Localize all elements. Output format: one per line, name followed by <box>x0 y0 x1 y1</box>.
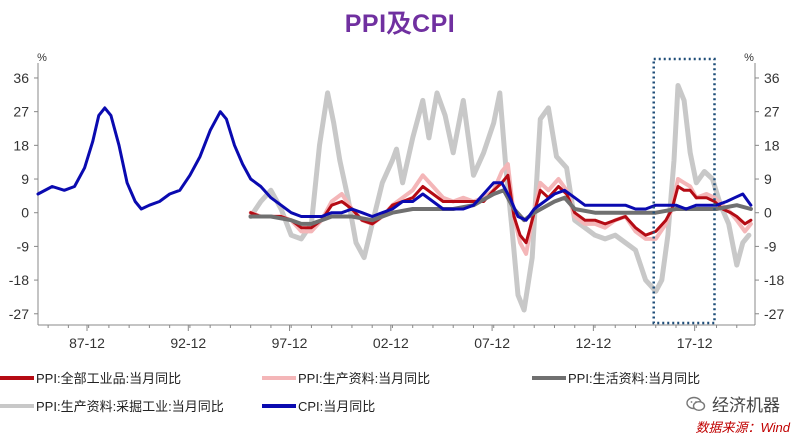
legend-swatch <box>532 375 566 380</box>
x-tick-label: 02-12 <box>373 335 409 351</box>
series-line <box>248 162 753 256</box>
y-tick-label-left: 18 <box>13 137 29 153</box>
chart-title: PPI及CPI <box>344 10 456 38</box>
legend-label: PPI:生产资料:当月同比 <box>298 371 431 386</box>
x-tick-label: 07-12 <box>474 335 510 351</box>
legend-item-cpi: CPI:当月同比 <box>262 396 375 415</box>
legend-swatch <box>262 403 296 408</box>
legend-item-ppi-consumer: PPI:生活资料:当月同比 <box>532 368 700 387</box>
series-line <box>36 106 753 222</box>
y-tick-label-left: -27 <box>9 306 29 322</box>
watermark-text: 经济机器 <box>712 396 780 415</box>
y-unit-left: % <box>37 52 47 64</box>
y-tick-label-left: -9 <box>17 238 30 254</box>
y-tick-label-right: 9 <box>764 171 772 187</box>
x-tick-label: 87-12 <box>69 335 105 351</box>
legend-label: PPI:生活资料:当月同比 <box>568 371 701 386</box>
legend-label: PPI:生产资料:采掘工业:当月同比 <box>36 399 224 414</box>
y-tick-label-left: 0 <box>21 205 29 221</box>
wechat-icon <box>686 396 706 411</box>
legend-swatch <box>0 375 34 380</box>
y-tick-label-right: 36 <box>764 70 780 86</box>
legend-item-ppi-mining: PPI:生产资料:采掘工业:当月同比 <box>0 396 224 415</box>
x-tick-label: 92-12 <box>170 335 206 351</box>
y-tick-label-left: 9 <box>21 171 29 187</box>
y-unit-right: % <box>744 52 754 64</box>
series-line <box>249 173 753 245</box>
data-source: 数据来源：Wind <box>695 420 790 435</box>
legend-swatch <box>0 403 34 408</box>
x-tick-label: 17-12 <box>677 335 713 351</box>
highlight-box <box>652 57 716 325</box>
y-tick-label-left: -18 <box>9 272 29 288</box>
legend-swatch <box>262 375 296 380</box>
legend-item-ppi-production: PPI:生产资料:当月同比 <box>262 368 430 387</box>
legend-item-ppi-all: PPI:全部工业品:当月同比 <box>0 368 181 387</box>
series-line <box>248 188 753 226</box>
legend-label: CPI:当月同比 <box>298 399 376 414</box>
legend-label: PPI:全部工业品:当月同比 <box>36 371 182 386</box>
y-tick-label-right: 0 <box>764 205 772 221</box>
y-tick-label-right: -9 <box>764 238 777 254</box>
y-tick-label-right: 18 <box>764 137 780 153</box>
x-tick-label: 12-12 <box>575 335 611 351</box>
x-tick-label: 97-12 <box>272 335 308 351</box>
y-tick-label-right: -18 <box>764 272 784 288</box>
y-tick-label-right: 27 <box>764 104 780 120</box>
watermark: 经济机器 <box>686 391 780 416</box>
y-tick-label-left: 27 <box>13 104 29 120</box>
y-tick-label-right: -27 <box>764 306 784 322</box>
y-tick-label-left: 36 <box>13 70 29 86</box>
